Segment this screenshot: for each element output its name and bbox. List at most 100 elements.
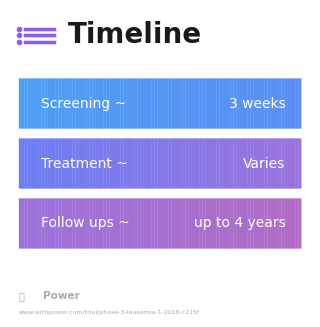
- FancyBboxPatch shape: [22, 138, 25, 189]
- FancyBboxPatch shape: [149, 198, 152, 249]
- FancyBboxPatch shape: [70, 78, 73, 129]
- FancyBboxPatch shape: [191, 78, 194, 129]
- FancyBboxPatch shape: [174, 138, 177, 189]
- FancyBboxPatch shape: [194, 78, 197, 129]
- FancyBboxPatch shape: [39, 198, 42, 249]
- FancyBboxPatch shape: [36, 198, 39, 249]
- FancyBboxPatch shape: [287, 138, 290, 189]
- FancyBboxPatch shape: [64, 138, 67, 189]
- FancyBboxPatch shape: [154, 78, 157, 129]
- FancyBboxPatch shape: [166, 198, 169, 249]
- Text: Follow ups ~: Follow ups ~: [41, 216, 130, 231]
- FancyBboxPatch shape: [270, 78, 273, 129]
- FancyBboxPatch shape: [104, 198, 107, 249]
- FancyBboxPatch shape: [109, 138, 112, 189]
- FancyBboxPatch shape: [188, 138, 191, 189]
- FancyBboxPatch shape: [293, 138, 296, 189]
- FancyBboxPatch shape: [171, 138, 174, 189]
- FancyBboxPatch shape: [259, 138, 262, 189]
- FancyBboxPatch shape: [152, 198, 155, 249]
- FancyBboxPatch shape: [89, 78, 92, 129]
- FancyBboxPatch shape: [293, 78, 296, 129]
- FancyBboxPatch shape: [200, 78, 203, 129]
- FancyBboxPatch shape: [211, 138, 214, 189]
- Text: up to 4 years: up to 4 years: [194, 216, 285, 231]
- FancyBboxPatch shape: [92, 138, 95, 189]
- FancyBboxPatch shape: [239, 198, 242, 249]
- FancyBboxPatch shape: [284, 78, 287, 129]
- FancyBboxPatch shape: [231, 78, 234, 129]
- FancyBboxPatch shape: [262, 138, 265, 189]
- FancyBboxPatch shape: [183, 138, 186, 189]
- FancyBboxPatch shape: [202, 78, 205, 129]
- FancyBboxPatch shape: [56, 198, 59, 249]
- FancyBboxPatch shape: [259, 198, 262, 249]
- Text: Timeline: Timeline: [68, 22, 202, 49]
- FancyBboxPatch shape: [284, 138, 287, 189]
- FancyBboxPatch shape: [163, 138, 166, 189]
- FancyBboxPatch shape: [219, 78, 222, 129]
- FancyBboxPatch shape: [106, 78, 109, 129]
- FancyBboxPatch shape: [250, 138, 253, 189]
- FancyBboxPatch shape: [84, 198, 87, 249]
- FancyBboxPatch shape: [135, 138, 138, 189]
- FancyBboxPatch shape: [279, 198, 282, 249]
- FancyBboxPatch shape: [242, 138, 245, 189]
- FancyBboxPatch shape: [56, 78, 59, 129]
- FancyBboxPatch shape: [287, 198, 290, 249]
- FancyBboxPatch shape: [290, 198, 293, 249]
- FancyBboxPatch shape: [22, 198, 25, 249]
- FancyBboxPatch shape: [47, 198, 50, 249]
- FancyBboxPatch shape: [137, 78, 140, 129]
- FancyBboxPatch shape: [222, 198, 225, 249]
- FancyBboxPatch shape: [168, 138, 172, 189]
- FancyBboxPatch shape: [92, 78, 95, 129]
- FancyBboxPatch shape: [143, 138, 146, 189]
- FancyBboxPatch shape: [259, 78, 262, 129]
- Text: www.withpower.com/trial/phase-3-leukemia-1-2018-c215f: www.withpower.com/trial/phase-3-leukemia…: [19, 310, 200, 315]
- FancyBboxPatch shape: [75, 78, 78, 129]
- FancyBboxPatch shape: [25, 198, 28, 249]
- FancyBboxPatch shape: [132, 138, 135, 189]
- FancyBboxPatch shape: [185, 138, 188, 189]
- FancyBboxPatch shape: [132, 198, 135, 249]
- FancyBboxPatch shape: [236, 138, 239, 189]
- FancyBboxPatch shape: [89, 198, 92, 249]
- Text: Varies: Varies: [243, 157, 285, 170]
- FancyBboxPatch shape: [295, 198, 299, 249]
- FancyBboxPatch shape: [72, 198, 76, 249]
- FancyBboxPatch shape: [163, 198, 166, 249]
- FancyBboxPatch shape: [166, 138, 169, 189]
- FancyBboxPatch shape: [115, 138, 118, 189]
- FancyBboxPatch shape: [216, 78, 220, 129]
- FancyBboxPatch shape: [185, 78, 188, 129]
- FancyBboxPatch shape: [30, 198, 33, 249]
- FancyBboxPatch shape: [67, 78, 70, 129]
- FancyBboxPatch shape: [248, 78, 251, 129]
- FancyBboxPatch shape: [253, 138, 256, 189]
- FancyBboxPatch shape: [78, 198, 81, 249]
- FancyBboxPatch shape: [92, 198, 95, 249]
- FancyBboxPatch shape: [211, 78, 214, 129]
- FancyBboxPatch shape: [191, 138, 194, 189]
- FancyBboxPatch shape: [50, 198, 53, 249]
- FancyBboxPatch shape: [160, 138, 163, 189]
- FancyBboxPatch shape: [214, 198, 217, 249]
- FancyBboxPatch shape: [253, 78, 256, 129]
- FancyBboxPatch shape: [36, 78, 39, 129]
- FancyBboxPatch shape: [30, 78, 33, 129]
- FancyBboxPatch shape: [250, 78, 253, 129]
- FancyBboxPatch shape: [228, 78, 231, 129]
- Text: ⏻: ⏻: [19, 291, 25, 301]
- FancyBboxPatch shape: [129, 198, 132, 249]
- FancyBboxPatch shape: [123, 198, 126, 249]
- FancyBboxPatch shape: [104, 138, 107, 189]
- FancyBboxPatch shape: [216, 138, 220, 189]
- FancyBboxPatch shape: [154, 138, 157, 189]
- FancyBboxPatch shape: [95, 138, 98, 189]
- FancyBboxPatch shape: [248, 198, 251, 249]
- FancyBboxPatch shape: [53, 198, 56, 249]
- FancyBboxPatch shape: [118, 198, 121, 249]
- FancyBboxPatch shape: [225, 138, 228, 189]
- FancyBboxPatch shape: [47, 138, 50, 189]
